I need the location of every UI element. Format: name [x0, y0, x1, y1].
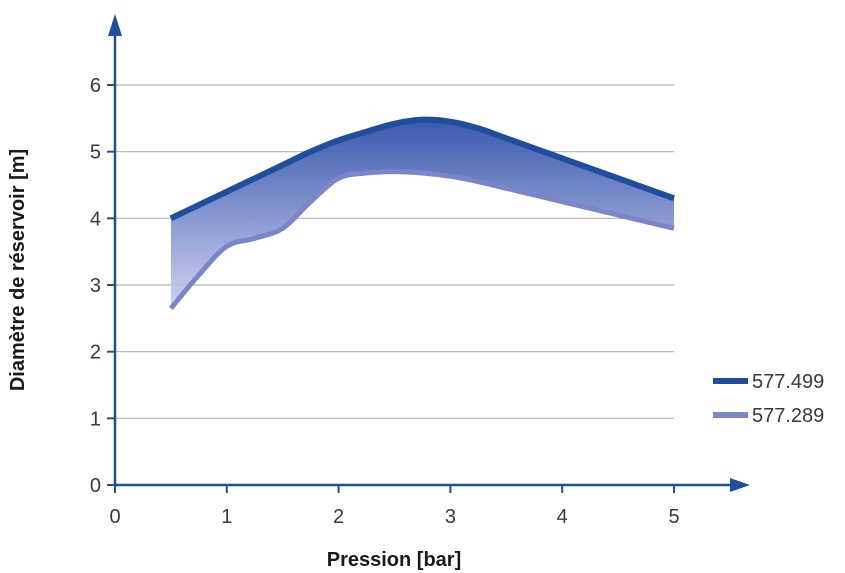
legend-label: 577.289 — [752, 405, 824, 427]
legend-label: 577.499 — [752, 371, 824, 393]
area-band — [170, 119, 674, 309]
y-ticks: 0 1 2 3 4 5 6 — [90, 75, 115, 497]
x-tick-label: 1 — [221, 506, 232, 528]
y-tick-label: 1 — [90, 408, 101, 430]
y-tick-label: 4 — [90, 208, 101, 230]
series-line-0 — [169, 116, 676, 222]
y-tick-label: 2 — [90, 342, 101, 364]
x-tick-label: 2 — [333, 506, 344, 528]
y-axis-title: Diamètre de réservoir [m] — [7, 149, 29, 391]
y-axis-arrow-icon — [108, 14, 122, 36]
legend: 577.499 577.289 — [713, 371, 824, 427]
x-axis-title: Pression [bar] — [327, 549, 461, 571]
x-axis-arrow-icon — [730, 478, 750, 492]
x-tick-label: 5 — [668, 506, 679, 528]
y-tick-label: 0 — [90, 475, 101, 497]
x-ticks: 0 1 2 3 4 5 — [109, 485, 680, 528]
series-line-1 — [168, 169, 675, 310]
y-tick-label: 5 — [90, 142, 101, 164]
x-tick-label: 4 — [557, 506, 568, 528]
x-tick-label: 3 — [445, 506, 456, 528]
x-tick-label: 0 — [109, 506, 120, 528]
y-tick-label: 3 — [90, 275, 101, 297]
y-tick-label: 6 — [90, 75, 101, 97]
series-lines — [168, 116, 676, 310]
